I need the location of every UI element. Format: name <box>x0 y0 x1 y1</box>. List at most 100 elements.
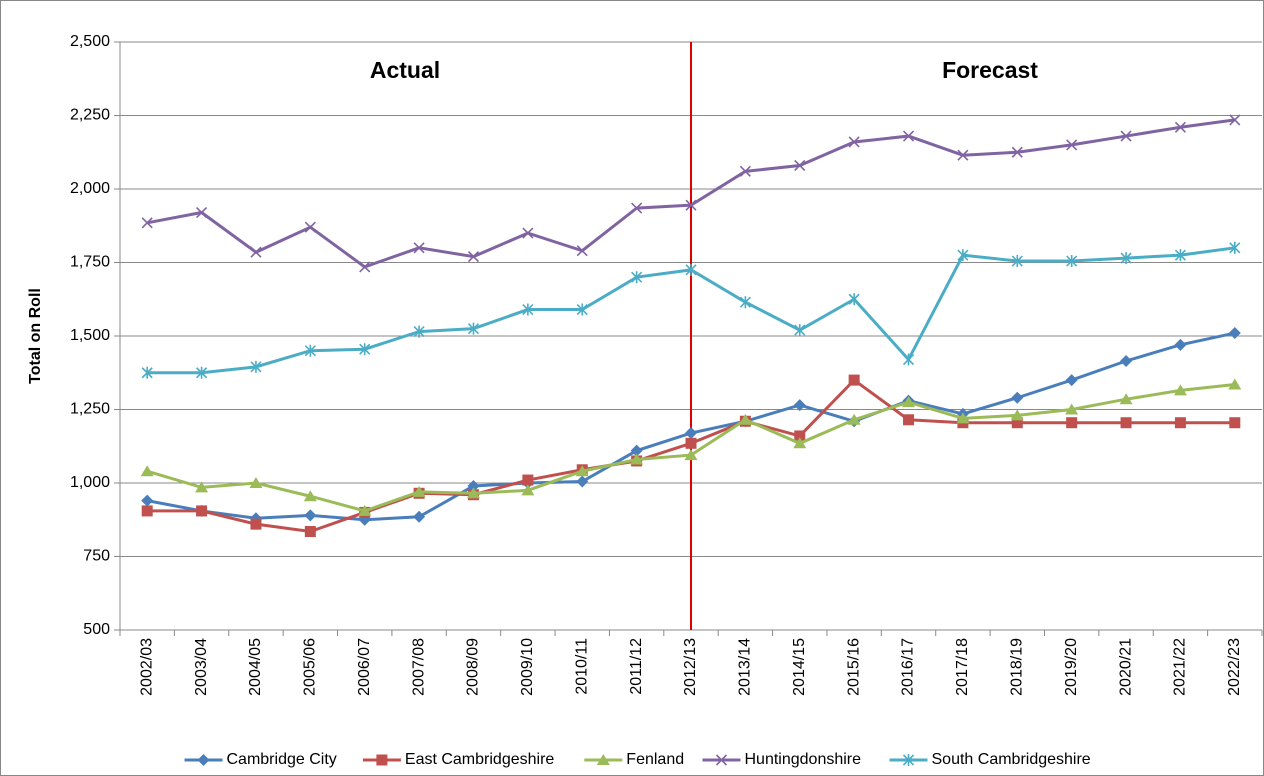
marker <box>902 396 916 408</box>
marker <box>794 430 806 442</box>
x-tick-label: 2002/03 <box>138 638 155 696</box>
marker <box>1010 409 1024 421</box>
marker <box>739 165 751 177</box>
marker <box>630 444 643 457</box>
y-tick-label: 1,500 <box>70 327 110 344</box>
legend-label: Huntingdonshire <box>745 751 862 768</box>
marker <box>140 465 154 477</box>
legend-label: Cambridge City <box>227 751 337 768</box>
marker <box>196 505 208 517</box>
marker <box>413 510 426 523</box>
marker <box>685 263 697 276</box>
marker <box>1065 403 1079 415</box>
marker <box>1228 378 1242 390</box>
marker <box>902 353 915 366</box>
marker <box>902 130 915 142</box>
x-tick-label: 2005/06 <box>302 638 319 696</box>
marker <box>631 271 643 284</box>
marker <box>304 526 316 538</box>
marker <box>1066 255 1078 268</box>
marker <box>1011 417 1023 429</box>
marker <box>1120 252 1132 265</box>
marker <box>685 427 697 440</box>
y-tick-label: 2,500 <box>70 33 110 50</box>
marker <box>1229 241 1241 254</box>
legend-label: East Cambridgeshire <box>405 751 555 768</box>
marker <box>250 518 262 530</box>
marker <box>1120 354 1133 367</box>
marker <box>197 754 210 766</box>
x-tick-label: 2014/15 <box>791 638 808 696</box>
annotation: Actual <box>370 57 440 83</box>
marker <box>1229 114 1241 126</box>
marker <box>196 206 208 219</box>
x-tick-label: 2008/09 <box>465 638 482 696</box>
marker <box>1011 391 1024 404</box>
marker <box>793 399 806 412</box>
marker <box>738 413 752 425</box>
marker <box>522 227 534 239</box>
x-tick-label: 2011/12 <box>628 638 645 695</box>
marker <box>957 149 969 161</box>
x-tick-label: 2019/20 <box>1063 638 1080 696</box>
marker <box>467 322 480 335</box>
marker <box>141 217 153 229</box>
marker <box>848 136 860 148</box>
x-tick-label: 2012/13 <box>682 638 699 696</box>
marker <box>630 453 644 465</box>
marker <box>1066 139 1078 151</box>
x-tick-label: 2021/22 <box>1172 638 1189 696</box>
y-tick-label: 500 <box>83 621 110 638</box>
marker <box>250 360 262 373</box>
marker <box>957 249 969 262</box>
marker <box>196 366 208 379</box>
marker <box>413 325 425 338</box>
marker <box>141 505 153 517</box>
marker <box>141 366 153 379</box>
x-tick-label: 2017/18 <box>954 638 971 696</box>
marker <box>576 475 589 488</box>
marker <box>522 303 534 316</box>
marker <box>412 485 426 497</box>
marker <box>848 293 860 306</box>
x-tick-label: 2018/19 <box>1009 638 1026 696</box>
marker <box>359 261 371 273</box>
marker <box>467 479 480 492</box>
marker <box>304 221 316 233</box>
marker <box>596 754 610 765</box>
y-tick-label: 2,000 <box>70 180 110 197</box>
marker <box>358 504 372 516</box>
marker <box>413 242 425 254</box>
x-tick-label: 2013/14 <box>737 638 754 696</box>
marker <box>739 296 751 309</box>
marker <box>249 477 263 488</box>
marker <box>684 449 698 461</box>
marker <box>1229 417 1241 429</box>
marker <box>1174 417 1186 429</box>
x-tick-label: 2022/23 <box>1226 638 1243 696</box>
annotation: Forecast <box>942 57 1038 83</box>
x-tick-label: 2020/21 <box>1117 638 1134 696</box>
marker <box>903 414 915 426</box>
legend-label: South Cambridgeshire <box>932 751 1091 768</box>
x-tick-label: 2006/07 <box>356 638 373 696</box>
marker <box>847 413 861 425</box>
marker <box>1011 146 1023 158</box>
y-tick-label: 1,250 <box>70 401 110 418</box>
marker <box>794 324 806 337</box>
marker <box>1174 121 1186 133</box>
x-tick-label: 2009/10 <box>519 638 536 696</box>
marker <box>359 343 371 356</box>
x-tick-label: 2015/16 <box>845 638 862 696</box>
marker <box>685 199 697 211</box>
x-tick-label: 2003/04 <box>193 638 210 696</box>
x-tick-label: 2004/05 <box>247 638 264 696</box>
y-tick-label: 1,000 <box>70 474 110 491</box>
x-tick-label: 2016/17 <box>900 638 917 696</box>
marker <box>376 754 388 766</box>
marker <box>715 754 728 766</box>
marker <box>576 303 588 316</box>
marker <box>1120 130 1132 142</box>
y-tick-label: 1,750 <box>70 254 110 271</box>
